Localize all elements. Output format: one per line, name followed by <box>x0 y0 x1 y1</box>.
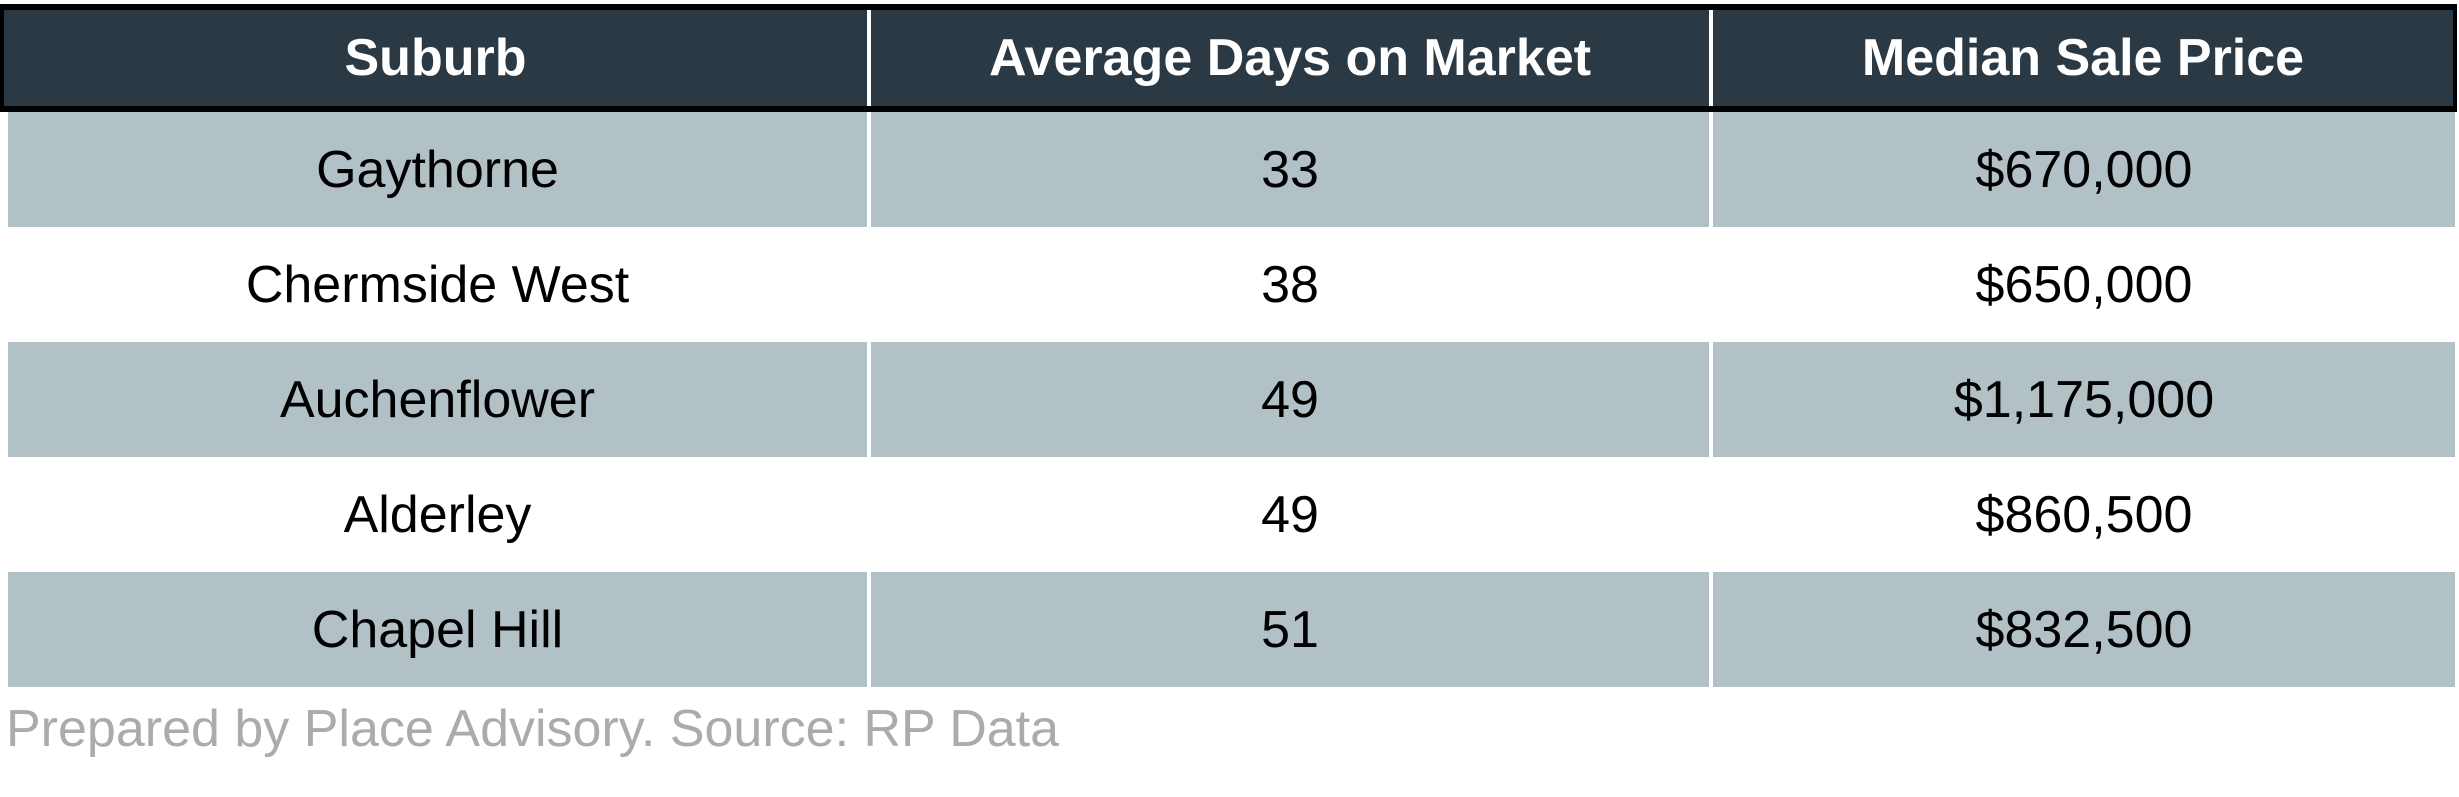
median-price-cell: $1,175,000 <box>1713 342 2455 457</box>
median-price-cell: $670,000 <box>1713 112 2455 227</box>
header-cell-median-sale-price: Median Sale Price <box>1713 10 2453 106</box>
days-on-market-cell: 51 <box>871 572 1709 687</box>
table-header-row: Suburb Average Days on Market Median Sal… <box>0 4 2457 112</box>
suburb-cell: Chapel Hill <box>8 572 867 687</box>
median-price-cell: $832,500 <box>1713 572 2455 687</box>
suburb-cell: Auchenflower <box>8 342 867 457</box>
days-on-market-cell: 38 <box>1261 255 1319 314</box>
table-row: Alderley 49 $860,500 <box>8 457 2455 572</box>
table-row: Chermside West 38 $650,000 <box>8 227 2455 342</box>
days-on-market-cell: 49 <box>871 342 1709 457</box>
table-footer: Prepared by Place Advisory. Source: RP D… <box>0 687 2459 793</box>
days-on-market-cell: 33 <box>871 112 1709 227</box>
table-row: Gaythorne 33 $670,000 <box>8 112 2455 227</box>
table-row: Chapel Hill 51 $832,500 <box>8 572 2455 687</box>
median-price-cell: $860,500 <box>1975 485 2193 544</box>
median-price-cell: $650,000 <box>1975 255 2193 314</box>
attribution-text: Prepared by Place Advisory. Source: RP D… <box>6 700 1060 758</box>
suburb-cell: Alderley <box>343 485 532 544</box>
suburb-stats-table: Suburb Average Days on Market Median Sal… <box>0 4 2459 793</box>
suburb-cell: Chermside West <box>245 255 630 314</box>
header-cell-average-days-on-market: Average Days on Market <box>871 10 1709 106</box>
days-on-market-cell: 49 <box>1261 485 1319 544</box>
suburb-cell: Gaythorne <box>8 112 867 227</box>
table-row: Auchenflower 49 $1,175,000 <box>8 342 2455 457</box>
header-cell-suburb: Suburb <box>4 10 867 106</box>
